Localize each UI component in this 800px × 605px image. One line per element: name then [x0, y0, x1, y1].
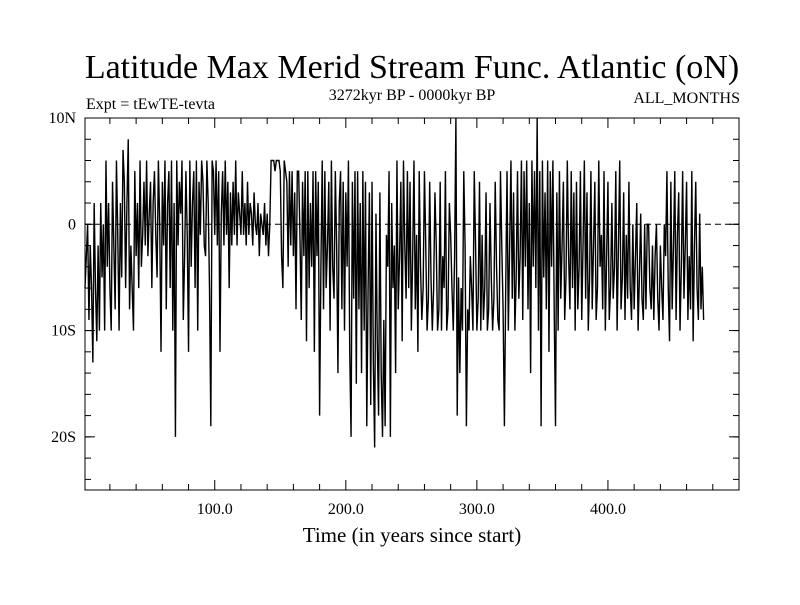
x-axis-ticks: 100.0 200.0 300.0 400.0	[109, 118, 714, 518]
chart-title: Latitude Max Merid Stream Func. Atlantic…	[85, 49, 739, 86]
x-tick-label: 300.0	[459, 501, 495, 518]
chart-subtitle-left: Expt = tEwTE-tevta	[86, 96, 215, 113]
x-tick-label: 200.0	[328, 501, 364, 518]
y-tick-label: 20S	[51, 429, 76, 446]
chart-subtitle-center: 3272kyr BP - 0000kyr BP	[329, 87, 496, 104]
y-tick-label: 10S	[51, 323, 76, 340]
x-axis-label: Time (in years since start)	[303, 523, 522, 547]
chart-subtitle-right: ALL_MONTHS	[633, 90, 740, 107]
series-line	[84, 117, 705, 448]
y-axis-ticks: 10N 0 10S 20S	[48, 110, 739, 480]
x-tick-label: 100.0	[197, 501, 233, 518]
x-tick-label: 400.0	[590, 501, 626, 518]
y-tick-label: 10N	[48, 110, 76, 127]
y-tick-label: 0	[68, 216, 76, 233]
plot-frame	[84, 117, 740, 491]
